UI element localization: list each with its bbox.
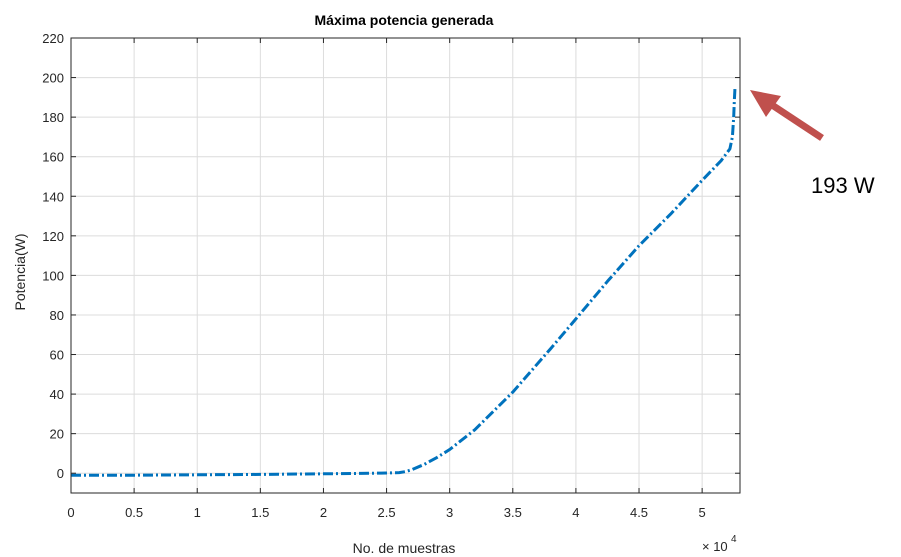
x-tick-label: 3.5 [504, 505, 522, 520]
x-tick-label: 5 [699, 505, 706, 520]
ticks [70, 37, 740, 493]
annotation-arrow-head [750, 90, 781, 117]
x-tick-label: 0 [67, 505, 74, 520]
grid [70, 37, 740, 493]
data-series-line [71, 87, 737, 477]
y-tick-label: 200 [42, 71, 64, 86]
y-tick-label: 100 [42, 268, 64, 283]
x-tick-label: 3 [446, 505, 453, 520]
x-exponent-label: × 10 4 [702, 534, 737, 554]
annotation-arrow [750, 90, 824, 141]
x-exponent-power: 4 [731, 534, 737, 545]
y-tick-label: 80 [50, 308, 64, 323]
annotation-text: 193 W [811, 173, 875, 198]
x-exponent-base: × 10 [702, 539, 728, 554]
y-tick-label: 220 [42, 31, 64, 46]
x-axis-label: No. de muestras [353, 540, 456, 556]
y-tick-label: 160 [42, 150, 64, 165]
x-tick-label: 4 [572, 505, 579, 520]
x-tick-label: 0.5 [125, 505, 143, 520]
y-tick-label: 60 [50, 348, 64, 363]
y-tick-label: 140 [42, 189, 64, 204]
series-group [71, 87, 737, 477]
x-tick-label: 2 [320, 505, 327, 520]
x-tick-label: 1.5 [251, 505, 269, 520]
annotation-arrow-shaft [767, 100, 824, 141]
tick-labels: 0 0.5 1 1.5 2 2.5 3 3.5 4 4.5 5 0 20 40 60 80 100 120 140 1… [42, 31, 705, 520]
chart-title: Máxima potencia generada [315, 12, 494, 28]
x-tick-label: 4.5 [630, 505, 648, 520]
x-tick-label: 2.5 [378, 505, 396, 520]
y-tick-label: 0 [57, 466, 64, 481]
y-tick-label: 120 [42, 229, 64, 244]
y-tick-label: 180 [42, 110, 64, 125]
y-tick-label: 20 [50, 427, 64, 442]
y-axis-label: Potencia(W) [12, 233, 28, 310]
y-tick-label: 40 [50, 387, 64, 402]
plot-frame [70, 37, 741, 494]
x-tick-label: 1 [194, 505, 201, 520]
